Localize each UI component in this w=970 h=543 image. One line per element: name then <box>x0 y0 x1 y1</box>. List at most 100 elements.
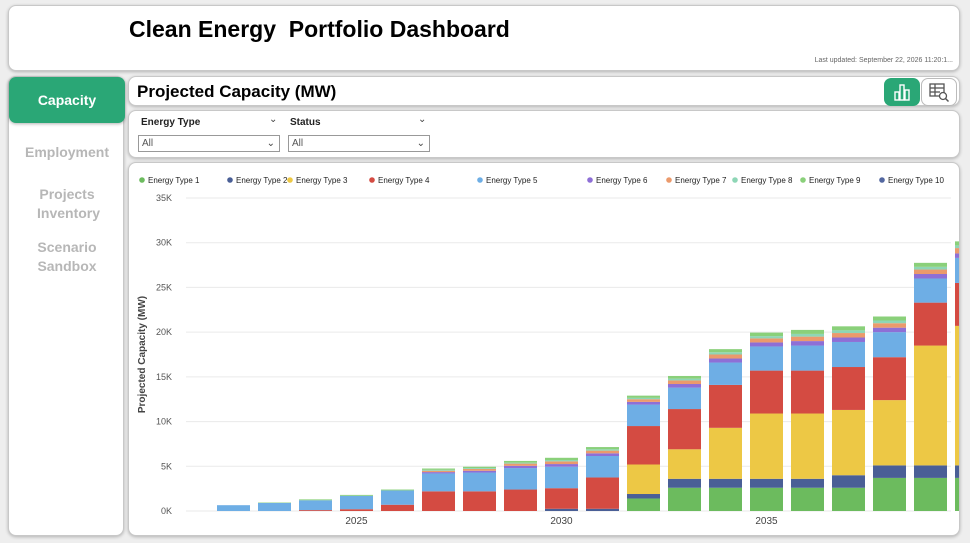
bar-segment <box>750 338 783 343</box>
bar-segment <box>668 449 701 479</box>
legend-label: Energy Type 8 <box>741 176 793 185</box>
last-updated-text: Last updated: September 22, 2026 11:20:1… <box>814 57 953 64</box>
bar-segment <box>504 489 537 511</box>
bar-segment <box>217 505 250 511</box>
bar-segment <box>668 478 701 488</box>
sidebar-item-capacity[interactable]: Capacity <box>9 77 125 123</box>
energy-type-select[interactable]: All ⌄ <box>138 135 280 152</box>
bar-segment <box>750 487 783 511</box>
bar-segment <box>914 274 947 279</box>
bar-segment <box>504 460 537 463</box>
bar-segment <box>750 478 783 488</box>
bar-segment <box>545 460 578 462</box>
legend-label: Energy Type 7 <box>675 176 727 185</box>
chevron-down-icon[interactable]: ⌄ <box>418 114 427 125</box>
legend-label: Energy Type 1 <box>148 176 200 185</box>
bar-segment <box>668 487 701 511</box>
y-tick-label: 25K <box>156 282 172 292</box>
bar-segment <box>258 502 291 511</box>
bar-segment <box>873 465 906 478</box>
bar-segment <box>914 266 947 270</box>
y-axis-label: Projected Capacity (MW) <box>137 296 148 413</box>
bar-segment <box>832 341 865 368</box>
bar-segment <box>914 477 947 511</box>
bar-segment <box>627 399 660 402</box>
bar-segment <box>627 397 660 400</box>
bar-segment <box>709 487 742 511</box>
bar-segment <box>463 466 496 469</box>
bar-segment <box>668 380 701 385</box>
bar-segment <box>504 462 537 464</box>
table-view-button[interactable] <box>921 78 957 106</box>
bar-segment <box>299 499 332 501</box>
bar-segment <box>873 323 906 328</box>
legend-marker <box>587 177 593 183</box>
bar-segment <box>873 327 906 333</box>
bar-segment <box>627 498 660 511</box>
chart-title: Projected Capacity (MW) <box>137 82 337 101</box>
bar-segment <box>873 477 906 511</box>
bar-segment <box>791 329 824 334</box>
header-panel: Clean Energy Portfolio Dashboard Last up… <box>8 5 960 71</box>
bar-segment <box>463 468 496 469</box>
legend-marker <box>139 177 145 183</box>
legend-marker <box>369 177 375 183</box>
sidebar-item-scenario-sandbox[interactable]: Scenario Sandbox <box>37 239 97 274</box>
legend-label: Energy Type 2 <box>236 176 288 185</box>
status-select[interactable]: All ⌄ <box>288 135 430 152</box>
bar-segment <box>586 450 619 454</box>
bar-segment <box>750 370 783 414</box>
bar-segment <box>832 337 865 342</box>
chevron-down-icon: ⌄ <box>266 138 275 149</box>
legend-marker <box>732 177 738 183</box>
bar-segment <box>832 333 865 338</box>
bar-segment <box>586 456 619 478</box>
bar-segment <box>586 447 619 450</box>
bar-segment <box>955 245 959 249</box>
bar-segment <box>627 464 660 495</box>
bar-segment <box>463 491 496 511</box>
bar-segment <box>504 463 537 466</box>
bar-segment <box>955 257 959 283</box>
legend-marker <box>287 177 293 183</box>
bar-segment <box>709 358 742 363</box>
bar-segment <box>299 510 332 511</box>
bar-segment <box>545 466 578 489</box>
legend-marker <box>477 177 483 183</box>
sidebar-item-employment[interactable]: Employment <box>24 144 109 160</box>
bar-segment <box>545 488 578 509</box>
bar-segment <box>791 478 824 488</box>
legend-marker <box>800 177 806 183</box>
bar-segment <box>791 345 824 371</box>
legend-marker <box>666 177 672 183</box>
y-tick-label: 10K <box>156 417 172 427</box>
bar-segment <box>627 426 660 465</box>
bar-segment <box>791 487 824 511</box>
chart-view-button[interactable] <box>884 78 920 106</box>
bar-segment <box>750 332 783 337</box>
bar-segment <box>627 395 660 398</box>
bar-segment <box>955 325 959 466</box>
filters-panel: Energy Type ⌄ All ⌄ Status ⌄ All ⌄ <box>128 110 960 158</box>
chevron-down-icon[interactable]: ⌄ <box>269 114 278 125</box>
bar-segment <box>463 472 496 492</box>
bar-segment <box>545 464 578 467</box>
legend-label: Energy Type 5 <box>486 176 538 185</box>
bar-segment <box>668 387 701 410</box>
bar-segment <box>340 495 373 510</box>
bar-chart-icon <box>894 84 910 101</box>
legend-label: Energy Type 10 <box>888 176 944 185</box>
bar-segment <box>586 449 619 451</box>
bar-segment <box>504 465 537 469</box>
bar-segment <box>955 465 959 478</box>
bar-segment <box>914 345 947 466</box>
y-tick-label: 35K <box>156 193 172 203</box>
bar-segment <box>832 409 865 476</box>
bar-segment <box>668 375 701 379</box>
bar-segment <box>422 473 455 492</box>
bar-segment <box>463 468 496 471</box>
bar-segment <box>750 336 783 339</box>
sidebar-item-projects-inventory[interactable]: Projects Inventory <box>37 186 101 221</box>
bar-segment <box>709 384 742 428</box>
legend-marker <box>227 177 233 183</box>
